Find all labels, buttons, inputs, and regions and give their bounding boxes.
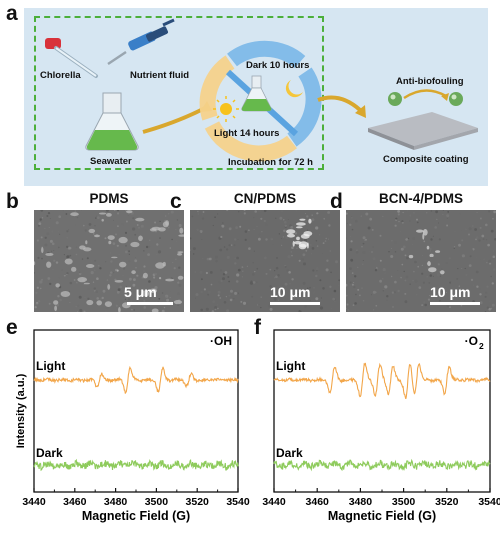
x-tick-label: 3440 [22,496,46,508]
seawater-label: Seawater [90,156,132,167]
series-label-light: Light [276,359,305,373]
series-line-light [33,365,239,394]
sem-title-pdms: PDMS [89,191,129,206]
chart-title: ·O [465,334,478,348]
epr-chart-oh: 3440 3460 3480 3500 3520 3540 Magnetic Field (… [15,329,250,523]
x-tick-label: 3500 [145,496,169,508]
arrow-curve-icon [441,93,449,101]
sun-icon [213,96,239,122]
x-tick-label: 3440 [262,496,286,508]
chart-title-subscript: 2 [479,341,484,351]
panel-letter-b: b [6,190,19,213]
sem-image-pdms [34,210,184,312]
x-tick-label: 3520 [435,496,459,508]
pipette-icon [107,18,175,66]
x-tick-label: 3480 [349,496,373,508]
sem-title-cn-pdms: CN/PDMS [233,191,297,206]
scale-bar-pdms [127,302,173,305]
scale-label-pdms: 5 μm [124,284,157,300]
x-tick-label: 3540 [226,496,250,508]
x-tick-label: 3540 [478,496,500,508]
light-duration-label: Light 14 hours [214,128,280,139]
dark-duration-label: Dark 10 hours [246,60,310,71]
incubation-label: Incubation for 72 h [228,157,313,168]
sem-image-bcn4-pdms [346,210,496,312]
sem-title-bcn4-pdms: BCN-4/PDMS [378,191,463,206]
scale-bar-cn-pdms [270,302,320,305]
arrow-right-icon-2 [355,105,366,118]
anti-biofouling-label: Anti-biofouling [396,76,464,87]
scale-bar-bcn4-pdms [430,302,480,305]
nutrient-fluid-label: Nutrient fluid [130,70,190,81]
algae-icon [388,92,463,106]
epr-chart-o2: 3440 3460 3480 3500 3520 3540 Magnetic Field (… [262,329,500,523]
panel-letter-f: f [254,316,261,339]
series-line-dark [33,458,239,472]
x-tick-label: 3500 [392,496,416,508]
culture-flask-icon [241,75,272,112]
composite-coating-label: Composite coating [383,154,469,165]
series-label-light: Light [36,359,65,373]
y-axis-label: Intensity (a.u.) [15,373,27,448]
series-label-dark: Dark [276,446,303,460]
moon-icon [285,80,303,98]
incubation-box [34,16,324,170]
day-night-cycle [199,40,322,162]
scale-label-bcn4-pdms: 10 μm [430,284,471,300]
x-axis-label: Magnetic Field (G) [328,509,436,523]
x-tick-label: 3460 [306,496,330,508]
x-tick-label: 3460 [63,496,87,508]
seawater-flask-icon [85,92,139,151]
schematic-drawing [45,18,478,162]
dropper-icon [45,38,98,78]
chart-title: ·OH [210,334,232,348]
coating-plate-icon [368,112,478,150]
series-label-dark: Dark [36,446,63,460]
panel-letter-c: c [170,190,182,213]
x-tick-label: 3480 [104,496,128,508]
sem-image-cn-pdms [190,210,340,312]
x-tick-label: 3520 [186,496,210,508]
series-line-light [273,362,491,400]
panel-letter-d: d [330,190,343,213]
panel-letter-a: a [6,2,18,25]
chlorella-label: Chlorella [40,70,81,81]
scale-label-cn-pdms: 10 μm [270,284,311,300]
x-axis-label: Magnetic Field (G) [82,509,190,523]
series-line-dark [273,458,491,472]
panel-letter-e: e [6,316,18,339]
